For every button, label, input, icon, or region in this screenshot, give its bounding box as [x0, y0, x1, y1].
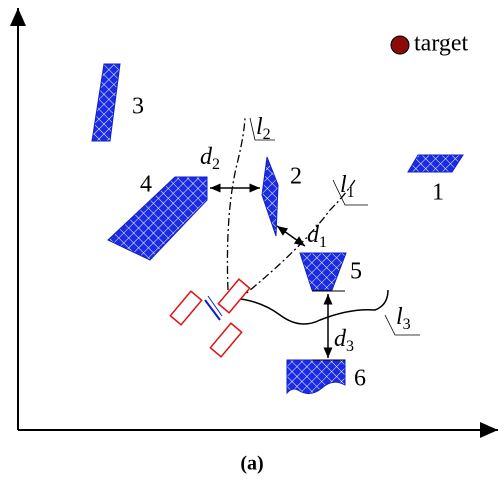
path-label: l3 [396, 304, 411, 333]
obstacle-5 [300, 253, 346, 290]
distance-subscript: 2 [212, 156, 220, 173]
path-subscript: 2 [263, 126, 271, 143]
obstacle-label: 6 [354, 366, 366, 392]
obstacle-label: 5 [350, 259, 362, 285]
obstacle-label: 4 [140, 172, 152, 198]
target-dot [391, 36, 409, 54]
obstacle-3 [92, 64, 120, 141]
caption: (a) [240, 453, 263, 475]
distance-subscript: 3 [346, 338, 354, 355]
path-l2 [227, 118, 245, 290]
obstacle-label: 1 [432, 180, 444, 206]
robot [170, 279, 249, 357]
path-subscript: 1 [347, 184, 355, 201]
obstacle-label: 3 [132, 94, 144, 120]
distance-label: d3 [334, 326, 354, 355]
distance-label: d2 [200, 144, 220, 173]
distance-arrow [277, 226, 305, 246]
obstacle-6 [287, 360, 345, 394]
path-subscript: 3 [403, 316, 411, 333]
distance-label: d1 [307, 222, 327, 251]
obstacle-label: 2 [290, 164, 302, 190]
obstacle-2 [262, 157, 278, 236]
obstacle-4 [108, 177, 207, 260]
path-label: l1 [340, 172, 355, 201]
path-l3 [232, 290, 388, 324]
path-label: l2 [256, 114, 271, 143]
distance-subscript: 1 [319, 234, 327, 251]
obstacle-1 [408, 155, 463, 172]
legend-label: target [414, 31, 469, 57]
diagram: target 1 2 3 4 5 6 l1 l2 l3 d1 d2 d3 (a) [0, 0, 504, 481]
